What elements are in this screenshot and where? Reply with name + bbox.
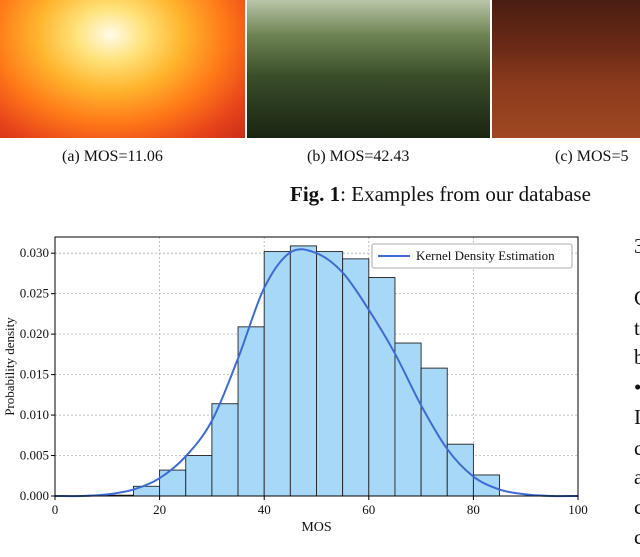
legend-box [371,243,573,269]
histogram-bar [185,455,213,497]
figure-caption: Fig. 1: Examples from our database [290,182,591,207]
y-tick-label: 0.000 [20,488,49,503]
histogram-bar [289,245,317,497]
histogram-bar [263,251,291,497]
x-tick-label: 60 [362,502,375,517]
column-text-fragment: c [634,436,640,460]
x-tick-label: 80 [467,502,480,517]
column-text-fragment: c [634,525,640,549]
column-text-fragment: I [634,405,640,429]
histogram-bar [446,443,474,497]
y-tick-label: 0.020 [20,326,49,341]
mos-density-chart: 0 20 40 60 80 100 0.000 0.005 0.010 0.015 0.020 0.0… [2,236,588,535]
example-image-c [492,0,640,138]
caption-b: (b) MOS=42.43 [307,148,410,165]
histogram-bar [342,258,370,497]
column-text-fragment: C [634,286,640,311]
x-tick-label: 40 [258,502,271,517]
histogram-bar [237,326,265,497]
x-tick-label: 100 [568,502,588,517]
figure-caption-text: : Examples from our database [340,182,591,206]
column-text-fragment: 3 [634,234,640,258]
column-text-fragment: b [634,345,640,369]
histogram-bar [211,403,239,497]
column-text-fragment: a [634,465,640,489]
histogram-bar [368,277,396,497]
y-tick-label: 0.015 [20,367,49,382]
x-tick-label: 0 [52,502,59,517]
plot-frame [54,236,579,497]
y-tick-label: 0.030 [20,245,49,260]
example-image-a [0,0,245,138]
x-tick-label: 20 [153,502,166,517]
histogram-bar [472,474,500,497]
kde-curve [54,248,579,498]
caption-a: (a) MOS=11.06 [62,148,163,165]
legend-label: Kernel Density Estimation [416,248,555,263]
histogram-bar [420,367,448,497]
y-tick-label: 0.025 [20,286,49,301]
y-tick-label: 0.005 [20,448,49,463]
figure-label: Fig. 1 [290,182,341,206]
caption-c: (c) MOS=5 [555,148,629,165]
y-tick-label: 0.010 [20,407,49,422]
histogram-bar [159,469,187,497]
y-axis-label: Probability density [2,317,17,416]
column-text-fragment: t [634,316,640,340]
x-axis-label: MOS [301,520,331,535]
example-image-b [247,0,490,138]
column-text-fragment: • [634,375,640,400]
histogram-bar [316,251,344,497]
histogram-bar [394,342,422,497]
column-text-fragment: c [634,495,640,519]
